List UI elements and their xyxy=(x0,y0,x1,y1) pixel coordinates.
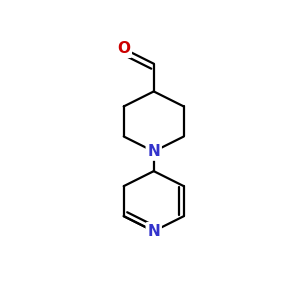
Text: N: N xyxy=(147,224,160,239)
Text: N: N xyxy=(147,144,160,159)
Text: O: O xyxy=(117,41,130,56)
